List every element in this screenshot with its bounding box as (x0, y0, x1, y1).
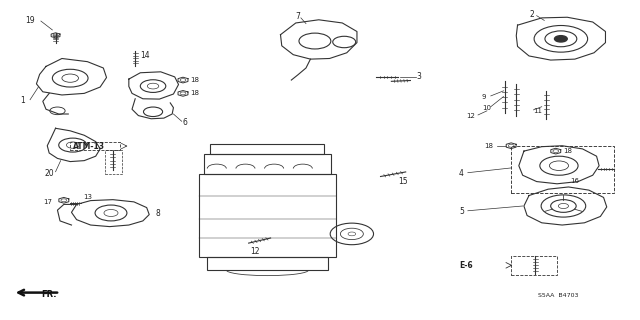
Circle shape (554, 36, 567, 42)
Bar (70, 142, 120, 150)
Bar (104, 150, 122, 174)
Text: 12: 12 (250, 247, 259, 257)
Text: 8: 8 (156, 209, 161, 218)
Text: 6: 6 (183, 118, 188, 127)
Text: 13: 13 (83, 195, 92, 200)
Bar (511, 146, 614, 193)
Text: ATM-13: ATM-13 (73, 141, 105, 150)
Text: 20: 20 (45, 169, 54, 178)
Text: 15: 15 (397, 177, 408, 186)
Text: 7: 7 (296, 12, 301, 21)
Text: 17: 17 (43, 199, 52, 205)
Text: 4: 4 (459, 169, 464, 178)
Text: 5: 5 (459, 207, 464, 216)
Bar (511, 256, 557, 275)
Text: 18: 18 (484, 143, 493, 149)
Text: 19: 19 (26, 16, 35, 25)
Text: 18: 18 (191, 90, 200, 96)
Text: 9: 9 (482, 93, 486, 100)
Text: 18: 18 (191, 77, 200, 83)
Bar (204, 154, 331, 174)
Text: 16: 16 (570, 178, 579, 184)
Text: 10: 10 (482, 105, 491, 111)
Text: FR.: FR. (41, 290, 56, 299)
Text: 3: 3 (417, 72, 422, 81)
Text: 14: 14 (140, 52, 150, 60)
Bar (199, 174, 336, 257)
Text: S5AA  B4703: S5AA B4703 (538, 293, 579, 298)
Text: E-6: E-6 (459, 261, 472, 270)
Bar (211, 143, 324, 154)
Text: 12: 12 (467, 113, 476, 119)
Text: 1: 1 (20, 96, 25, 105)
Text: 2: 2 (529, 10, 534, 19)
Text: 11: 11 (534, 108, 543, 114)
Bar (207, 257, 328, 270)
Text: 18: 18 (563, 148, 572, 154)
